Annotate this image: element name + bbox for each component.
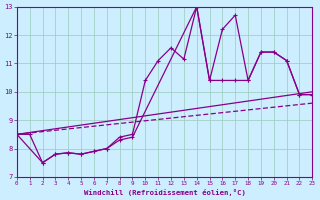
X-axis label: Windchill (Refroidissement éolien,°C): Windchill (Refroidissement éolien,°C)	[84, 189, 245, 196]
